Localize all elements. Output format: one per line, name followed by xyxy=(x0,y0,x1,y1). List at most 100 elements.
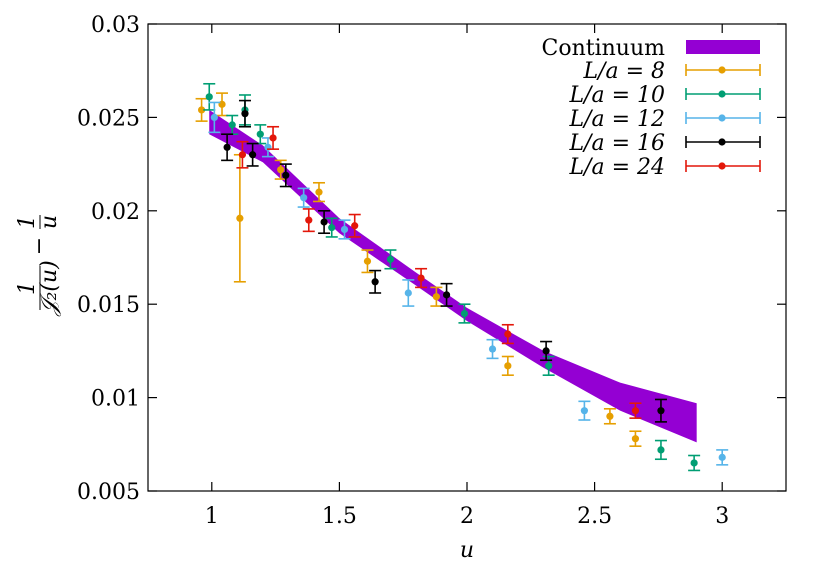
series-1 xyxy=(195,92,642,447)
data-point xyxy=(384,249,397,270)
data-point xyxy=(430,286,443,307)
data-point xyxy=(203,82,216,111)
legend-label: L/a = 12 xyxy=(568,107,665,132)
data-marker xyxy=(340,225,349,234)
data-marker xyxy=(269,134,277,142)
data-point xyxy=(716,449,729,466)
legend-item-continuum: Continuum xyxy=(542,36,760,61)
y-tick-label: 0.03 xyxy=(91,13,140,38)
legend-marker xyxy=(718,162,726,170)
data-point xyxy=(302,208,315,233)
data-marker xyxy=(305,216,313,224)
x-tick-label: 1 xyxy=(205,504,219,529)
data-point xyxy=(254,124,267,145)
y-label-frac2-denominator: u xyxy=(37,215,62,229)
y-tick-label: 0.01 xyxy=(91,387,140,412)
data-point xyxy=(402,279,415,307)
y-tick-label: 0.025 xyxy=(77,106,140,131)
data-marker xyxy=(386,255,395,263)
data-marker xyxy=(460,309,469,318)
legend-label: L/a = 8 xyxy=(582,59,665,84)
axes: 1 1.5 2 2.5 3 0.005 0.01 0.015 0.02 0.025 0.03 xyxy=(77,13,787,529)
data-marker xyxy=(417,274,425,282)
x-tick-label: 1.5 xyxy=(322,504,357,529)
x-tick-label: 2.5 xyxy=(577,504,612,529)
data-marker xyxy=(432,293,440,301)
data-point xyxy=(236,140,249,169)
data-point xyxy=(267,125,280,150)
series-3 xyxy=(208,101,729,466)
data-point xyxy=(654,439,667,461)
legend-marker xyxy=(718,114,726,122)
y-tick-label: 0.005 xyxy=(77,480,140,505)
data-marker xyxy=(223,143,231,151)
legend-item-series-5: L/a = 24 xyxy=(568,155,761,180)
y-label-minus: − xyxy=(27,237,52,255)
x-tick-label: 2 xyxy=(460,504,474,529)
data-point xyxy=(369,269,382,294)
data-marker xyxy=(210,113,218,121)
data-marker xyxy=(657,446,665,454)
data-point xyxy=(312,181,325,203)
data-marker xyxy=(363,257,372,265)
data-point xyxy=(688,454,701,472)
data-marker xyxy=(277,166,285,174)
data-point xyxy=(221,133,234,162)
data-point xyxy=(603,408,616,425)
data-point xyxy=(238,99,251,128)
data-marker xyxy=(488,345,497,353)
data-point xyxy=(540,340,553,362)
data-marker xyxy=(282,171,290,179)
data-point xyxy=(325,217,338,238)
data-point xyxy=(361,249,374,274)
data-point xyxy=(415,267,428,289)
x-tick-label: 3 xyxy=(715,504,729,529)
data-marker xyxy=(542,347,550,355)
legend-swatch xyxy=(686,40,760,54)
series-5 xyxy=(236,125,642,419)
data-marker xyxy=(228,121,236,129)
data-marker xyxy=(404,289,412,297)
data-point xyxy=(208,101,221,134)
series-4 xyxy=(221,99,667,423)
y-axis-label: 1𝒥₂(u)−1u xyxy=(15,215,62,317)
legend-marker xyxy=(718,66,726,74)
data-marker xyxy=(580,407,588,415)
data-marker xyxy=(657,407,665,415)
data-marker xyxy=(205,93,213,101)
data-point xyxy=(654,398,667,423)
data-point xyxy=(486,338,499,360)
data-marker xyxy=(241,110,249,118)
y-label-frac2-numerator: 1 xyxy=(15,215,40,229)
legend-item-series-4: L/a = 16 xyxy=(568,131,761,156)
legend-marker xyxy=(718,138,726,146)
y-tick-label: 0.015 xyxy=(77,293,140,318)
y-label-frac1-numerator: 1 xyxy=(15,281,40,295)
data-marker xyxy=(606,412,614,420)
data-marker xyxy=(315,188,323,196)
data-marker xyxy=(504,330,512,338)
legend-marker xyxy=(718,90,726,98)
data-marker xyxy=(300,194,308,202)
data-marker xyxy=(351,222,359,230)
data-point xyxy=(318,210,331,235)
data-marker xyxy=(328,224,336,232)
data-marker xyxy=(197,106,206,114)
data-marker xyxy=(236,214,244,222)
legend-label: L/a = 10 xyxy=(568,83,665,108)
x-axis-label: u xyxy=(460,538,474,563)
data-marker xyxy=(238,151,247,159)
data-marker xyxy=(320,218,328,226)
data-marker xyxy=(504,362,512,370)
data-point xyxy=(338,219,351,240)
data-point xyxy=(501,355,514,376)
data-marker xyxy=(690,459,698,467)
data-point xyxy=(629,430,642,447)
data-marker xyxy=(371,278,379,286)
data-point xyxy=(629,402,642,419)
data-point xyxy=(297,187,310,208)
data-point xyxy=(195,97,208,122)
